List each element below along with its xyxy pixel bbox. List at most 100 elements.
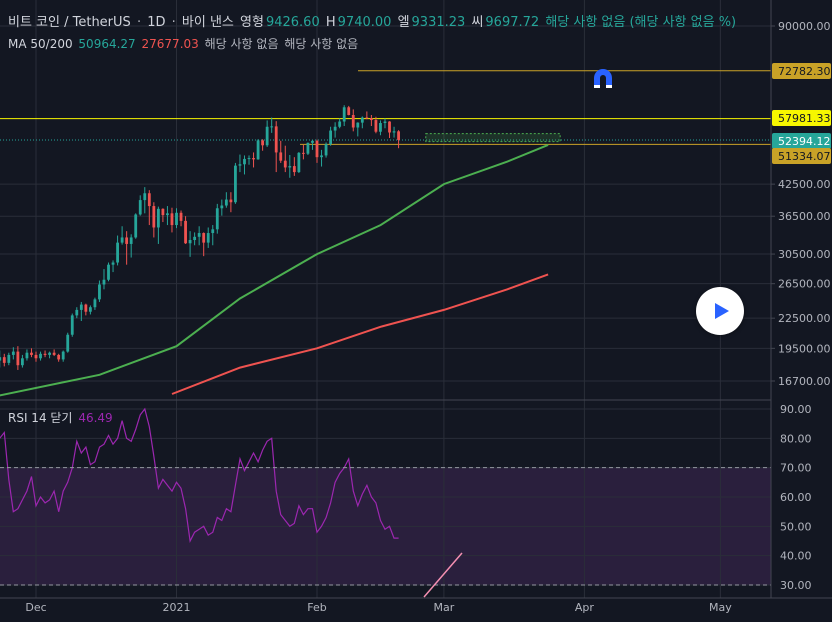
candle-body <box>84 304 88 312</box>
rsi-tick-label: 80.00 <box>780 432 812 445</box>
candle-body <box>383 121 387 124</box>
candle-body <box>279 152 283 161</box>
time-tick-label: Mar <box>434 601 455 614</box>
rsi-legend: RSI 14 닫기 46.49 <box>8 409 115 426</box>
candle-body <box>179 212 183 221</box>
candle-body <box>70 315 74 335</box>
trend-line-drawing <box>423 552 463 598</box>
price-tick-label: 19500.00 <box>778 342 831 355</box>
price-tick-label: 26500.00 <box>778 278 831 291</box>
candle-body <box>329 130 333 145</box>
candle-body <box>170 213 174 226</box>
candle-body <box>152 206 156 228</box>
rsi-tick-label: 60.00 <box>780 491 812 504</box>
ma-na-1: 해당 사항 없음 <box>204 37 279 51</box>
candle-body <box>30 352 33 355</box>
time-tick-label: Dec <box>25 601 46 614</box>
low-label: 엘 <box>397 15 410 30</box>
candle-body <box>25 352 29 359</box>
price-tag <box>772 133 831 149</box>
time-tick-label: 2021 <box>163 601 191 614</box>
play-button[interactable] <box>696 287 744 335</box>
candle-body <box>125 237 129 244</box>
candle-body <box>93 299 97 308</box>
candle-body <box>374 120 378 132</box>
candle-body <box>138 200 142 215</box>
candle-body <box>57 354 61 360</box>
high-value: 9740.00 <box>337 15 392 30</box>
candle-body <box>147 193 151 207</box>
candle-body <box>0 357 2 361</box>
candle-body <box>98 284 101 300</box>
change-text: 해당 사항 없음 (해당 사항 없음 %) <box>545 15 737 30</box>
candle-body <box>111 262 115 265</box>
candle-body <box>156 208 160 228</box>
candle-body <box>379 123 382 132</box>
candle-body <box>238 164 242 166</box>
close-label: 씨 <box>471 15 484 30</box>
interval-label[interactable]: 1D <box>147 15 166 30</box>
candle-body <box>2 357 6 363</box>
candle-body <box>243 158 246 165</box>
candle-body <box>347 107 351 115</box>
price-tick-label: 16700.00 <box>778 375 831 388</box>
ma200-value: 27677.03 <box>141 37 199 51</box>
price-tag-label: 57981.33 <box>778 112 831 125</box>
candle-body <box>61 351 65 360</box>
candle-body <box>143 193 147 201</box>
candle-body <box>211 229 215 234</box>
candle-body <box>392 131 396 133</box>
rsi-value: 46.49 <box>78 411 113 425</box>
candle-body <box>66 334 70 352</box>
candle-body <box>220 205 224 209</box>
candle-body <box>197 233 201 237</box>
close-value: 9697.72 <box>485 15 540 30</box>
play-icon <box>715 303 729 319</box>
range-box <box>425 133 561 143</box>
candle-body <box>88 307 92 312</box>
candle-body <box>11 351 15 355</box>
time-scale-bg <box>0 598 832 622</box>
price-tag-label: 72782.30 <box>778 65 831 78</box>
candle-body <box>283 160 287 168</box>
rsi-tick-label: 90.00 <box>780 403 812 416</box>
candle-body <box>75 309 79 316</box>
candle-body <box>161 208 165 216</box>
ma-label[interactable]: MA 50/200 <box>8 37 73 51</box>
symbol-name[interactable]: 비트 코인 / TetherUS <box>8 15 131 30</box>
price-tag <box>772 110 831 126</box>
candle-body <box>134 214 138 238</box>
candle-body <box>265 126 269 146</box>
candle-body <box>52 352 56 355</box>
rsi-label[interactable]: RSI 14 닫기 <box>8 411 73 425</box>
candle-body <box>102 279 106 285</box>
price-tag-label: 52394.12 <box>778 135 831 148</box>
candle-body <box>342 107 346 122</box>
magnet-icon[interactable] <box>590 66 616 92</box>
rsi-line <box>0 407 399 543</box>
price-tick-label: 22500.00 <box>778 312 831 325</box>
candle-body <box>215 208 219 230</box>
candle-body <box>274 126 278 153</box>
candle-body <box>116 242 119 263</box>
candle-body <box>351 114 355 128</box>
price-tick-label: 30500.00 <box>778 248 831 261</box>
candle-body <box>365 117 369 119</box>
candle-body <box>193 236 197 241</box>
candle-body <box>202 233 206 243</box>
candle-body <box>7 354 11 363</box>
rsi-tick-label: 40.00 <box>780 550 812 563</box>
candle-body <box>234 165 237 203</box>
candle-body <box>256 140 260 160</box>
time-tick-label: May <box>709 601 732 614</box>
price-tag <box>772 63 831 79</box>
candle-body <box>297 152 301 173</box>
candle-body <box>333 126 337 131</box>
price-scale-bg <box>771 0 832 622</box>
time-tick-label: Feb <box>307 601 326 614</box>
candle-body <box>338 121 342 127</box>
candle-body <box>188 240 192 244</box>
candle-body <box>34 354 38 359</box>
open-label: 영형 <box>240 15 264 30</box>
